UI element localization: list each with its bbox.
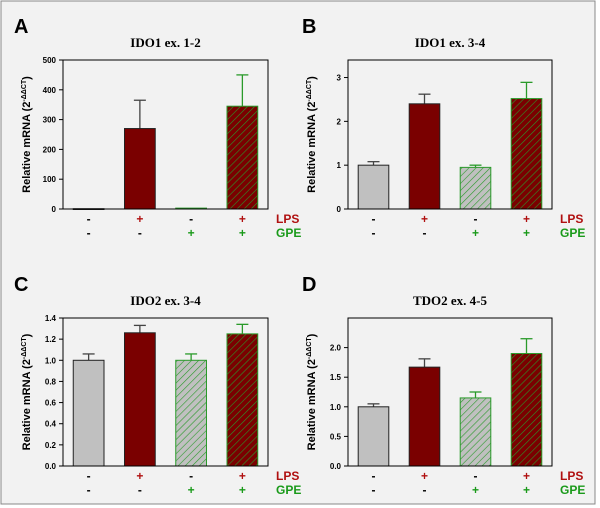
y-tick-label: 0.2 xyxy=(45,441,57,450)
lps-condition: + xyxy=(136,212,143,226)
gpe-label: GPE xyxy=(560,226,585,240)
bar xyxy=(357,406,390,467)
y-tick-label: 0.8 xyxy=(45,377,57,386)
y-tick-label: 1.0 xyxy=(330,403,342,412)
gpe-condition: + xyxy=(472,483,479,497)
panel-label: D xyxy=(302,274,316,296)
lps-label: LPS xyxy=(276,212,299,226)
panel-D: D TDO2 ex. 4-5 Relative mRNA (2-ΔΔCT) 0.0 0.… xyxy=(302,274,585,497)
gpe-condition: + xyxy=(188,226,195,240)
y-tick-label: 0.6 xyxy=(45,399,57,408)
y-tick-label: 200 xyxy=(43,145,57,154)
y-axis-label: Relative mRNA (2-ΔΔCT) xyxy=(21,333,33,450)
plot-frame xyxy=(347,317,553,467)
gpe-condition: - xyxy=(138,226,142,240)
chart-title: IDO1 ex. 3-4 xyxy=(415,35,486,50)
gpe-condition: + xyxy=(239,226,246,240)
panel-B: B IDO1 ex. 3-4 Relative mRNA (2-ΔΔCT) 0 1 2 3 -… xyxy=(302,16,585,240)
y-tick-label: 0.5 xyxy=(330,432,342,441)
lps-label: LPS xyxy=(276,469,299,483)
panel-label: B xyxy=(302,16,316,38)
lps-condition: - xyxy=(87,469,91,483)
y-tick-label: 300 xyxy=(43,116,57,125)
y-tick-label: 0.0 xyxy=(330,462,342,471)
y-tick-label: 0.4 xyxy=(45,420,57,429)
gpe-condition: - xyxy=(138,483,142,497)
gpe-condition: + xyxy=(239,483,246,497)
y-tick-label: 3 xyxy=(337,74,342,83)
y-tick-label: 2 xyxy=(337,117,342,126)
bar xyxy=(459,397,492,467)
y-tick-label: 0 xyxy=(52,205,57,214)
bar xyxy=(124,128,156,210)
bar xyxy=(357,164,390,210)
gpe-condition: - xyxy=(372,226,376,240)
gpe-condition: + xyxy=(472,226,479,240)
y-tick-label: 500 xyxy=(43,56,57,65)
y-tick-label: 400 xyxy=(43,86,57,95)
lps-condition: + xyxy=(523,469,530,483)
lps-label: LPS xyxy=(560,212,583,226)
lps-condition: + xyxy=(523,212,530,226)
gpe-label: GPE xyxy=(560,483,585,497)
lps-condition: + xyxy=(421,469,428,483)
gpe-condition: - xyxy=(423,483,427,497)
y-tick-label: 1 xyxy=(337,161,342,170)
y-tick-label: 1.4 xyxy=(45,314,57,323)
y-axis-label: Relative mRNA (2-ΔΔCT) xyxy=(306,333,318,450)
gpe-condition: - xyxy=(372,483,376,497)
gpe-condition: - xyxy=(87,483,91,497)
bar xyxy=(226,105,259,210)
y-tick-label: 100 xyxy=(43,175,57,184)
y-axis-label: Relative mRNA (2-ΔΔCT) xyxy=(21,76,33,193)
lps-label: LPS xyxy=(560,469,583,483)
bar xyxy=(459,166,492,210)
lps-condition: - xyxy=(474,469,478,483)
panel-label: A xyxy=(14,16,28,38)
y-tick-label: 0.0 xyxy=(45,462,57,471)
gpe-condition: + xyxy=(523,483,530,497)
gpe-condition: + xyxy=(523,226,530,240)
lps-condition: + xyxy=(239,212,246,226)
plot-frame xyxy=(62,59,269,210)
panel-C: C IDO2 ex. 3-4 Relative mRNA (2-ΔΔCT) 0.0 0.… xyxy=(14,274,301,497)
bar xyxy=(408,366,441,467)
y-axis-label: Relative mRNA (2-ΔΔCT) xyxy=(306,76,318,193)
lps-condition: + xyxy=(239,469,246,483)
y-tick-label: 2.0 xyxy=(330,344,342,353)
gpe-condition: - xyxy=(87,226,91,240)
y-tick-label: 1.0 xyxy=(45,356,57,365)
y-tick-label: 1.2 xyxy=(45,335,57,344)
chart-title: IDO2 ex. 3-4 xyxy=(130,293,201,308)
bar xyxy=(175,359,207,467)
gpe-label: GPE xyxy=(276,483,301,497)
lps-condition: + xyxy=(421,212,428,226)
chart-title: TDO2 ex. 4-5 xyxy=(413,293,488,308)
bar xyxy=(510,353,543,467)
panel-A: A IDO1 ex. 1-2 Relative mRNA (2-ΔΔCT) 0 100 2… xyxy=(14,16,301,240)
lps-condition: - xyxy=(189,469,193,483)
gpe-label: GPE xyxy=(276,226,301,240)
bar xyxy=(408,103,441,210)
y-tick-label: 0 xyxy=(337,205,342,214)
bar xyxy=(124,332,156,467)
gpe-condition: + xyxy=(188,483,195,497)
bar xyxy=(510,98,543,210)
gpe-condition: - xyxy=(423,226,427,240)
lps-condition: - xyxy=(372,212,376,226)
plot-frame xyxy=(62,317,269,467)
bar xyxy=(72,359,105,467)
lps-condition: + xyxy=(136,469,143,483)
lps-condition: - xyxy=(189,212,193,226)
chart-title: IDO1 ex. 1-2 xyxy=(130,35,200,50)
lps-condition: - xyxy=(372,469,376,483)
panel-label: C xyxy=(14,274,28,296)
bar xyxy=(226,333,259,467)
lps-condition: - xyxy=(474,212,478,226)
plot-frame xyxy=(347,59,553,210)
lps-condition: - xyxy=(87,212,91,226)
y-tick-label: 1.5 xyxy=(330,373,342,382)
